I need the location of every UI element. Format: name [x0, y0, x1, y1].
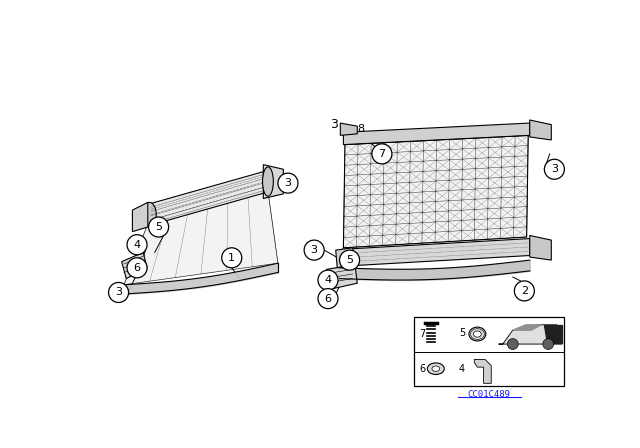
Polygon shape — [263, 165, 284, 198]
Polygon shape — [340, 123, 357, 135]
Text: 5: 5 — [346, 255, 353, 265]
Ellipse shape — [474, 331, 481, 337]
Text: 5: 5 — [155, 222, 162, 232]
Text: 4: 4 — [134, 240, 141, 250]
Circle shape — [318, 289, 338, 309]
Text: 3: 3 — [284, 178, 291, 188]
Text: 3: 3 — [310, 245, 317, 255]
Polygon shape — [530, 236, 551, 260]
Circle shape — [340, 250, 360, 270]
Polygon shape — [122, 252, 147, 279]
Text: 6: 6 — [324, 293, 332, 304]
Polygon shape — [149, 171, 266, 225]
Circle shape — [304, 240, 324, 260]
Ellipse shape — [432, 366, 440, 371]
Circle shape — [318, 270, 338, 290]
Polygon shape — [499, 325, 562, 344]
Polygon shape — [543, 325, 562, 343]
Text: 3: 3 — [330, 118, 338, 131]
Polygon shape — [342, 238, 530, 266]
Polygon shape — [513, 325, 541, 330]
Text: 7: 7 — [419, 329, 425, 339]
Circle shape — [508, 339, 518, 349]
Polygon shape — [132, 202, 148, 232]
Ellipse shape — [428, 363, 444, 375]
Text: 4: 4 — [459, 364, 465, 374]
Circle shape — [127, 235, 147, 255]
Circle shape — [543, 339, 554, 349]
Text: 8: 8 — [356, 124, 364, 134]
Polygon shape — [336, 248, 355, 268]
Polygon shape — [474, 359, 492, 383]
Circle shape — [545, 159, 564, 179]
Bar — [414, 317, 564, 386]
Text: 2: 2 — [521, 286, 528, 296]
Polygon shape — [530, 120, 551, 140]
Circle shape — [278, 173, 298, 193]
Text: 3: 3 — [551, 164, 558, 174]
Polygon shape — [344, 123, 530, 145]
Circle shape — [127, 258, 147, 278]
Circle shape — [221, 248, 242, 268]
Polygon shape — [344, 135, 528, 248]
Text: 1: 1 — [228, 253, 236, 263]
Circle shape — [109, 282, 129, 302]
Text: 3: 3 — [115, 288, 122, 297]
Ellipse shape — [262, 167, 273, 196]
Circle shape — [148, 217, 168, 237]
Text: 7: 7 — [378, 149, 385, 159]
Text: CC01C489: CC01C489 — [467, 390, 511, 399]
Polygon shape — [124, 191, 278, 285]
Text: 4: 4 — [324, 275, 332, 285]
Text: 5: 5 — [459, 327, 465, 337]
Polygon shape — [326, 265, 357, 289]
Ellipse shape — [469, 327, 486, 341]
Text: 6: 6 — [419, 364, 425, 374]
Ellipse shape — [143, 202, 156, 227]
Text: 6: 6 — [134, 263, 141, 273]
Circle shape — [372, 144, 392, 164]
Circle shape — [515, 281, 534, 301]
